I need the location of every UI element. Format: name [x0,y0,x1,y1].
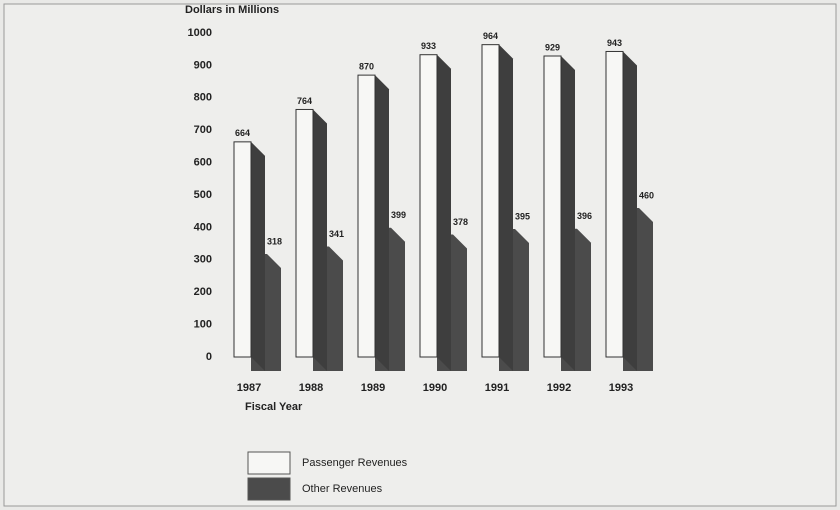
value-label: 341 [329,229,344,239]
value-label: 460 [639,190,654,200]
x-tick-label: 1992 [547,382,571,394]
passenger-bar-side [623,51,637,372]
passenger-bar-side [499,44,513,371]
x-tick-label: 1989 [361,382,385,394]
value-label: 929 [545,42,560,52]
value-label: 396 [577,211,592,221]
y-tick-label: 1000 [188,27,212,39]
legend-label: Passenger Revenues [302,457,408,469]
passenger-bar [295,108,314,358]
value-label: 933 [421,41,436,51]
passenger-bar [419,54,438,358]
passenger-bar [605,50,624,358]
passenger-bar [357,74,376,358]
value-label: 870 [359,61,374,71]
y-tick-label: 500 [194,189,212,201]
passenger-bar [481,44,500,358]
value-label: 399 [391,210,406,220]
passenger-bar-side [375,75,389,372]
x-tick-label: 1988 [299,382,323,394]
y-axis-title: Dollars in Millions [185,4,279,16]
x-tick-label: 1990 [423,382,447,394]
y-tick-label: 0 [206,351,212,363]
x-axis-title: Fiscal Year [245,401,303,413]
passenger-bar-side [251,141,265,371]
value-label: 318 [267,236,282,246]
value-label: 764 [297,96,312,106]
value-label: 943 [607,38,622,48]
legend-swatch [247,451,291,475]
x-tick-label: 1987 [237,382,261,394]
y-tick-label: 200 [194,286,212,298]
y-tick-label: 800 [194,92,212,104]
y-tick-label: 700 [194,124,212,136]
x-tick-label: 1993 [609,382,633,394]
value-label: 378 [453,217,468,227]
value-label: 395 [515,211,530,221]
passenger-bar-side [313,109,327,372]
value-label: 664 [235,128,250,138]
y-tick-label: 900 [194,59,212,71]
legend-swatch [247,477,291,501]
passenger-bar [233,141,252,358]
y-tick-label: 300 [194,254,212,266]
legend-label: Other Revenues [302,483,383,495]
passenger-bar-side [437,54,451,371]
y-tick-label: 100 [194,319,212,331]
x-tick-label: 1991 [485,382,509,394]
y-tick-label: 400 [194,221,212,233]
passenger-bar-side [561,56,575,372]
passenger-bar [543,55,562,358]
y-tick-label: 600 [194,157,212,169]
value-label: 964 [483,31,498,41]
